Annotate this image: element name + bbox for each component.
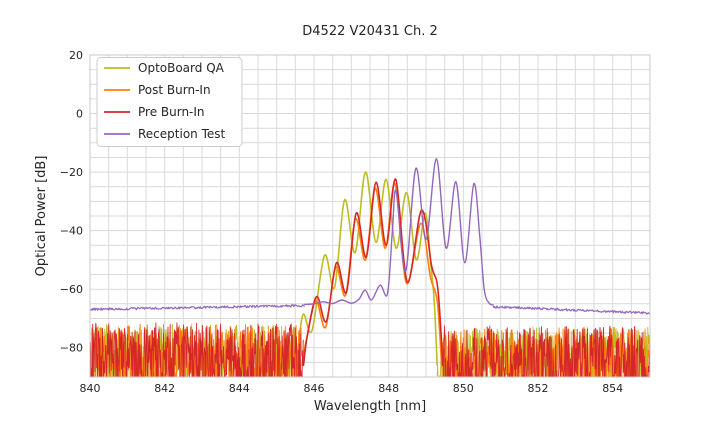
x-tick-label: 848 — [378, 382, 399, 395]
series-pre-burn-in-noise — [90, 322, 304, 377]
x-tick-label: 840 — [80, 382, 101, 395]
series-pre-burn-in-noise — [442, 325, 650, 377]
x-tick-label: 854 — [602, 382, 623, 395]
legend-item: OptoBoard QA — [104, 61, 225, 75]
legend-label: Pre Burn-In — [138, 105, 205, 119]
x-tick-label: 844 — [229, 382, 250, 395]
series-layer — [90, 158, 650, 377]
x-tick-label: 846 — [304, 382, 325, 395]
y-tick-label: −20 — [60, 166, 83, 179]
series-optoboard-qa-smooth — [295, 171, 438, 367]
y-axis-label: Optical Power [dB] — [34, 156, 49, 277]
legend-label: Reception Test — [138, 127, 226, 141]
x-tick-label: 842 — [154, 382, 175, 395]
series-pre-burn-in-smooth — [302, 178, 444, 367]
plot-frame — [89, 54, 651, 378]
plot-title: D4522 V20431 Ch. 2 — [302, 24, 437, 39]
tick-labels-layer: 840 842 844 846 848 850 852 854 20 0 −20 −40 −60 −80 — [60, 49, 623, 395]
y-tick-label: −60 — [60, 283, 83, 296]
y-tick-label: −80 — [60, 342, 83, 355]
legend-label: Post Burn-In — [138, 83, 211, 97]
y-tick-label: −40 — [60, 225, 83, 238]
legend-item: Pre Burn-In — [104, 105, 205, 119]
legend-box — [96, 57, 243, 147]
legend-label: OptoBoard QA — [138, 61, 225, 75]
x-axis-label: Wavelength [nm] — [314, 399, 426, 414]
x-tick-label: 850 — [453, 382, 474, 395]
legend-item: Post Burn-In — [104, 83, 211, 97]
legend: OptoBoard QA Post Burn-In Pre Burn-In Re… — [96, 57, 243, 147]
y-tick-label: 0 — [76, 108, 83, 121]
series-reception-test-noise — [90, 304, 305, 311]
series-reception-test-noise — [492, 305, 650, 315]
y-tick-label: 20 — [69, 49, 83, 62]
x-tick-label: 852 — [528, 382, 549, 395]
series-reception-test-smooth — [304, 158, 494, 306]
legend-item: Reception Test — [104, 127, 226, 141]
